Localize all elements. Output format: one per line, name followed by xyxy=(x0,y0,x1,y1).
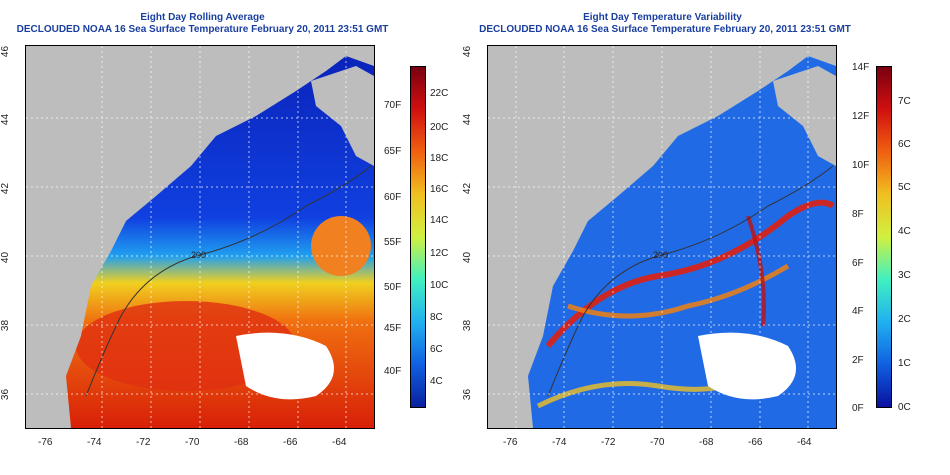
y-tick: 38 xyxy=(462,319,474,332)
x-tick: -72 xyxy=(601,437,616,448)
x-tick: -66 xyxy=(283,437,298,448)
land-left xyxy=(26,46,374,428)
x-tick: -74 xyxy=(87,437,102,448)
y-tick: 46 xyxy=(462,45,474,58)
x-tick: -74 xyxy=(552,437,567,448)
x-tick: -70 xyxy=(650,437,665,448)
x-tick: -64 xyxy=(332,437,347,448)
y-tick: 42 xyxy=(462,182,474,195)
land-right xyxy=(488,46,836,428)
x-tick: -66 xyxy=(748,437,763,448)
nova-scotia-left xyxy=(311,66,374,166)
contour-label: 200 xyxy=(191,250,206,260)
x-tick: -76 xyxy=(38,437,53,448)
x-tick: -64 xyxy=(797,437,812,448)
y-tick: 40 xyxy=(0,251,12,264)
front-streak xyxy=(545,199,835,348)
right-map-subtitle: DECLOUDED NOAA 16 Sea Surface Temperatur… xyxy=(479,24,851,35)
gulf-stream-core xyxy=(76,301,296,391)
cloud-mask xyxy=(236,332,334,400)
map-grid xyxy=(488,46,836,428)
right-map-title: Eight Day Temperature Variability xyxy=(583,12,742,23)
y-tick: 38 xyxy=(0,319,12,332)
cloud-mask xyxy=(698,332,796,400)
right-colorbar xyxy=(876,66,892,408)
map-grid xyxy=(26,46,374,428)
left-map-title: Eight Day Rolling Average xyxy=(140,12,265,23)
right-variability-map: 200 xyxy=(487,45,837,429)
x-tick: -76 xyxy=(503,437,518,448)
y-tick: 40 xyxy=(462,251,474,264)
x-tick: -68 xyxy=(699,437,714,448)
x-tick: -68 xyxy=(234,437,249,448)
x-tick: -72 xyxy=(136,437,151,448)
left-colorbar xyxy=(410,66,426,408)
nova-scotia-right xyxy=(773,66,836,166)
y-tick: 36 xyxy=(462,388,474,401)
left-sst-map: 200 xyxy=(25,45,375,429)
left-map-subtitle: DECLOUDED NOAA 16 Sea Surface Temperatur… xyxy=(16,24,389,35)
y-tick: 44 xyxy=(0,113,12,126)
y-tick: 42 xyxy=(0,182,12,195)
x-tick: -70 xyxy=(185,437,200,448)
y-tick: 44 xyxy=(462,113,474,126)
y-tick: 46 xyxy=(0,45,12,58)
contour-label: 200 xyxy=(653,250,668,260)
warm-eddy xyxy=(311,216,371,276)
y-tick: 36 xyxy=(0,388,12,401)
